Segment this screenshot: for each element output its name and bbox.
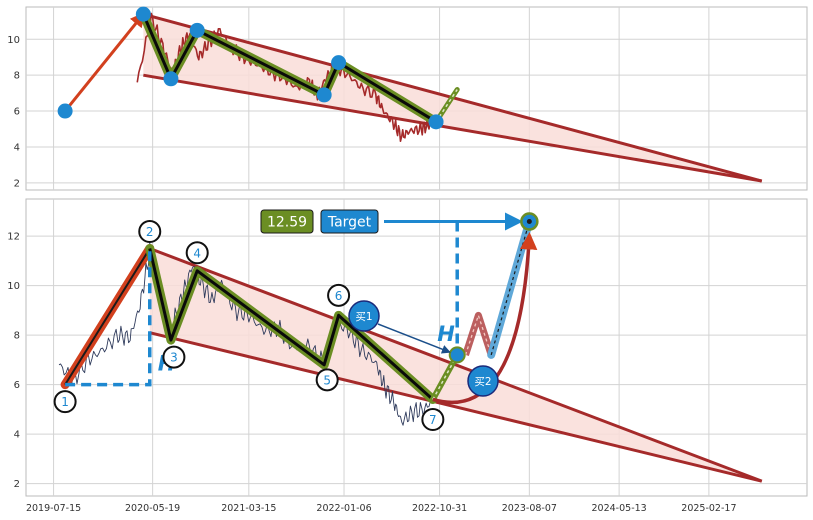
target-value-box (260, 209, 314, 234)
buy2-label: 买2 (474, 376, 491, 388)
pivot-label: 4 (193, 246, 201, 260)
y-tick-label: 8 (14, 331, 20, 342)
y-tick-label: 2 (14, 178, 20, 189)
target-value-text: 12.59 (267, 215, 307, 231)
pivot-label-circle (185, 241, 209, 265)
zigzag-inner (141, 13, 437, 124)
pivot-marker (163, 71, 179, 87)
x-tick-label: 2024-05-13 (592, 503, 647, 514)
x-tick-label: 2021-03-15 (221, 503, 276, 514)
breakout-marker (448, 346, 466, 364)
pivot-label-circle (421, 407, 445, 431)
y-tick-label: 10 (7, 281, 20, 292)
pivot-label-circle (162, 345, 186, 369)
x-tick-label: 2019-07-15 (26, 503, 81, 514)
pivot-label: 7 (429, 413, 437, 427)
pivot-label: 5 (323, 373, 331, 387)
buy1-pointer (377, 323, 451, 354)
wedge-lower-line (149, 331, 763, 483)
x-tick-label: 2025-02-17 (681, 503, 736, 514)
wedge-upper-line (149, 247, 763, 483)
pivot-label: 6 (335, 289, 343, 303)
x-tick-label: 2020-05-19 (125, 503, 180, 514)
target-marker-center (526, 219, 532, 225)
target-label-text: Target (327, 215, 372, 231)
pivot-label-circle (315, 368, 339, 392)
target-label-box (320, 209, 379, 234)
plot-area (25, 198, 808, 497)
forecast-path-dash (464, 313, 492, 356)
first-leg-line (64, 247, 151, 386)
x-tick-label: 2022-10-31 (412, 503, 467, 514)
pivot-label-circle (138, 220, 162, 243)
buy1-label: 买1 (355, 311, 372, 323)
y-tick-label: 6 (14, 380, 20, 391)
pivot-label: 2 (146, 225, 154, 239)
pivot-label: 1 (61, 395, 69, 409)
height-marker-left (65, 248, 152, 387)
y-tick-label: 12 (7, 232, 20, 243)
pivot-label-circle (327, 283, 351, 307)
x-tick-label: 2023-08-07 (502, 503, 557, 514)
price-line (58, 242, 437, 426)
pivot-marker (57, 103, 73, 119)
zigzag-inner (148, 248, 434, 401)
y-tick-label: 2 (14, 479, 20, 490)
buy2-bubble (467, 365, 499, 397)
pivot-marker (135, 6, 151, 22)
pivot-label: 3 (170, 351, 178, 365)
top-panel: 2 4 6 8 10 (7, 6, 808, 191)
pivot-label-circle (53, 390, 77, 414)
y-tick-label: 8 (14, 71, 20, 82)
y-tick-label: 10 (7, 35, 20, 46)
pivot-marker (189, 22, 205, 38)
y-tick-label: 6 (14, 107, 20, 118)
buy1-bubble (348, 300, 380, 332)
y-tick-label: 4 (14, 142, 20, 153)
pivot-marker (316, 87, 332, 103)
x-tick-label: 2022-01-06 (316, 503, 371, 514)
wedge-lower-line (143, 73, 763, 183)
pivot-marker (331, 55, 347, 71)
pivot-marker (428, 114, 444, 130)
curved-target-arrow (432, 232, 538, 405)
height-label-right: H (437, 322, 455, 346)
y-tick-label: 4 (14, 430, 20, 441)
first-leg-arrow (63, 11, 146, 113)
